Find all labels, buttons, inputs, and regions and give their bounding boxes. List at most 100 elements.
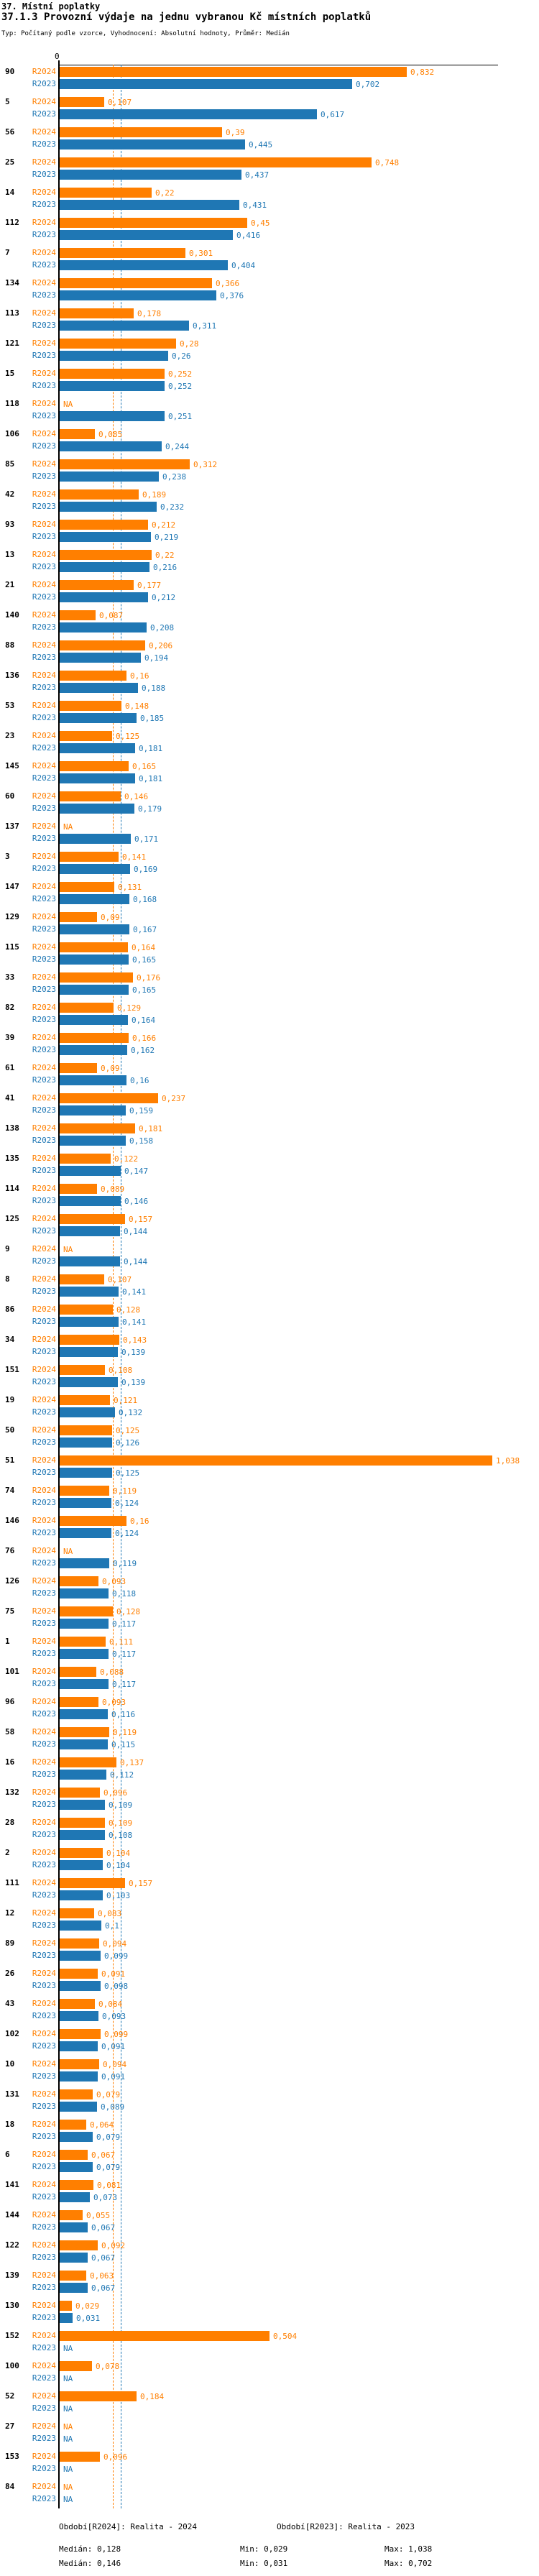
value-label-r2023: 0,617 xyxy=(321,110,345,119)
series-label-r2023: R2023 xyxy=(32,1105,56,1115)
row-id-label: 90 xyxy=(5,67,15,76)
bar-r2023 xyxy=(60,1226,120,1236)
value-label-r2024: 0,312 xyxy=(193,460,218,469)
series-label-r2024: R2024 xyxy=(32,2150,56,2159)
bar-r2024 xyxy=(60,1305,113,1315)
value-label-r2023: 0,089 xyxy=(101,2102,125,2112)
series-label-r2023: R2023 xyxy=(32,1438,56,1447)
bar-r2023 xyxy=(60,592,148,602)
series-label-r2023: R2023 xyxy=(32,1528,56,1537)
bar-r2023 xyxy=(60,230,233,240)
bar-r2024 xyxy=(60,429,95,439)
row-id-label: 28 xyxy=(5,1818,15,1827)
bar-r2023 xyxy=(60,1045,127,1055)
bar-r2024 xyxy=(60,489,139,500)
series-label-r2023: R2023 xyxy=(32,1588,56,1598)
row-id-label: 74 xyxy=(5,1486,15,1495)
value-label-r2023: 0,139 xyxy=(121,1378,146,1387)
row-id-label: 147 xyxy=(5,882,19,891)
bar-r2023 xyxy=(60,1981,101,1991)
x-axis-zero-label: 0 xyxy=(55,52,60,61)
value-label-r2024: 0,16 xyxy=(130,1517,149,1526)
series-label-r2024: R2024 xyxy=(32,1788,56,1797)
na-label-r2023: NA xyxy=(63,2374,73,2383)
value-label-r2024: 0,131 xyxy=(118,883,142,892)
series-label-r2023: R2023 xyxy=(32,834,56,843)
bar-r2023 xyxy=(60,2313,73,2323)
row-id-label: 14 xyxy=(5,188,15,197)
value-label-r2024: 0,157 xyxy=(129,1215,153,1224)
series-label-r2024: R2024 xyxy=(32,2180,56,2189)
bar-r2024 xyxy=(60,1757,116,1767)
series-label-r2024: R2024 xyxy=(32,127,56,137)
row-id-label: 130 xyxy=(5,2301,19,2310)
value-label-r2024: 0,089 xyxy=(101,1184,125,1194)
series-label-r2024: R2024 xyxy=(32,580,56,589)
series-label-r2023: R2023 xyxy=(32,200,56,209)
row-id-label: 10 xyxy=(5,2059,15,2069)
series-label-r2024: R2024 xyxy=(32,550,56,559)
bar-r2023 xyxy=(60,2222,88,2232)
value-label-r2023: 0,141 xyxy=(122,1317,147,1327)
series-label-r2024: R2024 xyxy=(32,2059,56,2069)
row-id-label: 26 xyxy=(5,1969,15,1978)
bar-r2024 xyxy=(60,1788,100,1798)
series-label-r2024: R2024 xyxy=(32,1455,56,1465)
series-label-r2024: R2024 xyxy=(32,2482,56,2491)
bar-r2023 xyxy=(60,1347,118,1357)
value-label-r2023: 0,124 xyxy=(115,1529,139,1538)
series-label-r2023: R2023 xyxy=(32,441,56,451)
series-label-r2024: R2024 xyxy=(32,520,56,529)
value-label-r2023: 0,124 xyxy=(115,1499,139,1508)
legend-max-r2024: Max: 1,038 xyxy=(384,2544,433,2554)
legend-max-r2023: Max: 0,702 xyxy=(384,2559,433,2568)
bar-r2024 xyxy=(60,1365,105,1375)
bar-r2024 xyxy=(60,2180,93,2190)
value-label-r2023: 0,159 xyxy=(129,1106,154,1116)
value-label-r2024: 0,16 xyxy=(130,671,149,681)
bar-r2024 xyxy=(60,1727,109,1737)
value-label-r2023: 0,244 xyxy=(165,442,190,451)
value-label-r2024: 0,252 xyxy=(168,369,193,379)
series-label-r2024: R2024 xyxy=(32,1274,56,1284)
bar-r2024 xyxy=(60,1969,98,1979)
value-label-r2024: 0,084 xyxy=(98,2000,123,2009)
series-label-r2023: R2023 xyxy=(32,2102,56,2111)
bar-r2023 xyxy=(60,502,157,512)
row-id-label: 101 xyxy=(5,1667,19,1676)
row-id-label: 102 xyxy=(5,2029,19,2038)
value-label-r2024: 0,143 xyxy=(123,1335,147,1345)
bar-r2024 xyxy=(60,2240,98,2250)
value-label-r2023: 0,091 xyxy=(101,2042,126,2051)
value-label-r2024: 0,165 xyxy=(132,762,157,771)
value-label-r2023: 0,216 xyxy=(153,563,178,572)
value-label-r2023: 0,185 xyxy=(140,714,165,723)
row-id-label: 151 xyxy=(5,1365,19,1374)
series-label-r2024: R2024 xyxy=(32,278,56,288)
series-label-r2024: R2024 xyxy=(32,2029,56,2038)
value-label-r2023: 0,126 xyxy=(116,1438,140,1448)
value-label-r2023: 0,117 xyxy=(112,1680,137,1689)
na-label-r2023: NA xyxy=(63,2344,73,2353)
row-id-label: 42 xyxy=(5,489,15,499)
value-label-r2024: 0,111 xyxy=(109,1637,134,1647)
bar-r2023 xyxy=(60,2162,93,2172)
value-label-r2024: 0,099 xyxy=(104,2030,129,2039)
bar-r2024 xyxy=(60,2331,270,2341)
series-label-r2024: R2024 xyxy=(32,459,56,469)
bar-r2024 xyxy=(60,278,212,288)
bar-r2024 xyxy=(60,1395,110,1405)
bar-r2023 xyxy=(60,1739,108,1749)
na-label-r2024: NA xyxy=(63,1547,73,1556)
series-label-r2024: R2024 xyxy=(32,1757,56,1767)
series-label-r2023: R2023 xyxy=(32,773,56,783)
value-label-r2024: 0,067 xyxy=(91,2150,116,2160)
series-label-r2023: R2023 xyxy=(32,924,56,934)
bar-r2024 xyxy=(60,188,152,198)
row-id-label: 76 xyxy=(5,1546,15,1555)
series-label-r2023: R2023 xyxy=(32,1830,56,1839)
series-label-r2024: R2024 xyxy=(32,2361,56,2370)
series-label-r2024: R2024 xyxy=(32,912,56,921)
bar-r2023 xyxy=(60,1166,121,1176)
na-label-r2024: NA xyxy=(63,822,73,832)
